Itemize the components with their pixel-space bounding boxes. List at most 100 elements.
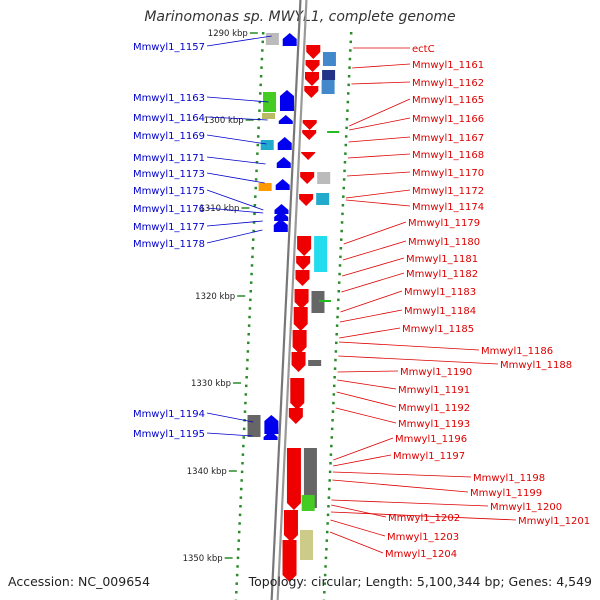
right-leader-line: [343, 221, 407, 245]
right-mini-feature: [319, 300, 332, 302]
scale-tick: [342, 195, 345, 198]
forward-gene-arrow: [273, 219, 288, 232]
scale-tick: [341, 204, 345, 207]
scale-tick: [340, 229, 343, 233]
scale-tick: [240, 470, 244, 474]
scale-tick: [345, 126, 348, 130]
scale-tick: [256, 143, 260, 147]
scale-tick: [332, 384, 336, 388]
reverse-gene-arrow: [297, 236, 312, 256]
scale-tick: [250, 264, 254, 267]
left-gene-label: Mmwyl1_1157: [133, 42, 205, 53]
right-feature-block: [301, 495, 315, 511]
scale-tick: [345, 118, 349, 121]
reverse-gene-arrow: [286, 448, 301, 510]
right-gene-label: Mmwyl1_1185: [402, 324, 474, 335]
scale-label: 1290 kbp: [208, 29, 248, 39]
forward-gene-arrow: [276, 157, 291, 168]
left-gene-label: Mmwyl1_1173: [133, 169, 205, 180]
left-gene-label: Mmwyl1_1163: [133, 93, 205, 104]
right-gene-label: Mmwyl1_1166: [412, 114, 484, 125]
scale-tick: [349, 40, 352, 44]
right-feature-block: [311, 291, 325, 313]
right-leader-line: [341, 272, 405, 293]
right-leader-line: [351, 81, 411, 85]
right-gene-label: Mmwyl1_1181: [406, 254, 478, 265]
left-feature-block: [258, 183, 272, 191]
scale-tick: [261, 49, 264, 52]
scale-tick: [253, 204, 257, 207]
scale-tick: [239, 505, 242, 508]
right-gene-label: Mmwyl1_1196: [395, 434, 467, 445]
scale-tick: [254, 186, 257, 190]
right-gene-label: Mmwyl1_1202: [388, 513, 460, 524]
right-gene-label: Mmwyl1_1174: [412, 202, 484, 213]
scale-tick: [333, 376, 336, 379]
scale-tick: [324, 556, 328, 560]
scale-tick: [249, 290, 253, 293]
scale-tick: [342, 186, 345, 190]
scale-tick: [246, 358, 249, 362]
right-feature-block: [317, 172, 331, 184]
right-leader-line: [333, 437, 394, 461]
scale-tick: [256, 152, 259, 155]
scale-tick: [235, 591, 238, 594]
right-leader-line: [347, 153, 411, 159]
scale-tick: [326, 522, 329, 525]
left-leader-line: [206, 220, 263, 227]
scale-tick: [341, 212, 344, 216]
scale-tick: [251, 238, 255, 241]
scale-tick: [339, 238, 343, 241]
scale-tick: [242, 427, 246, 431]
right-gene-label: ectC: [412, 44, 435, 55]
scale-tick: [254, 178, 258, 181]
scale-tick: [247, 341, 250, 345]
scale-tick: [334, 358, 337, 362]
right-leader-line: [329, 531, 384, 554]
scale-tick: [325, 530, 329, 534]
left-gene-label: Mmwyl1_1195: [133, 429, 205, 440]
right-leader-line: [349, 98, 411, 127]
scale-tick: [259, 83, 262, 87]
scale-tick: [237, 530, 241, 534]
forward-gene-arrow: [264, 415, 279, 434]
scale-label: 1320 kbp: [195, 292, 235, 302]
scale-tick: [323, 591, 326, 594]
scale-tick: [347, 92, 350, 95]
scale-tick: [344, 152, 347, 155]
scale-tick: [324, 565, 327, 568]
scale-tick: [242, 444, 245, 448]
scale-tick: [258, 100, 262, 104]
right-gene-label: Mmwyl1_1180: [408, 237, 480, 248]
reverse-gene-arrow: [296, 256, 311, 270]
right-leader-line: [337, 370, 399, 373]
right-leader-line: [352, 63, 411, 69]
scale-tick: [260, 66, 263, 69]
right-leader-line: [338, 355, 499, 365]
accession-label: Accession: NC_009654: [8, 574, 151, 589]
right-gene-label: Mmwyl1_1183: [404, 287, 476, 298]
backbone-line: [270, 0, 302, 600]
scale-tick: [346, 109, 349, 112]
reverse-gene-arrow: [304, 86, 319, 98]
scale-tick: [261, 40, 264, 44]
scale-tick: [238, 513, 242, 517]
left-feature-block: [247, 415, 261, 437]
reverse-gene-arrow: [300, 172, 315, 184]
left-leader-line: [206, 156, 266, 165]
left-feature-block: [262, 113, 276, 119]
scale-tick: [329, 462, 332, 465]
right-leader-line: [339, 309, 403, 323]
forward-gene-arrow: [282, 33, 297, 46]
scale-tick: [343, 169, 346, 173]
right-gene-label: Mmwyl1_1204: [385, 549, 457, 560]
reverse-gene-arrow: [302, 120, 317, 130]
scale-tick: [240, 487, 243, 491]
right-gene-label: Mmwyl1_1193: [398, 419, 470, 430]
left-gene-label: Mmwyl1_1194: [133, 409, 205, 420]
scale-tick: [339, 255, 342, 259]
scale-tick: [246, 350, 250, 353]
right-leader-line: [332, 454, 392, 467]
scale-tick: [344, 135, 348, 138]
